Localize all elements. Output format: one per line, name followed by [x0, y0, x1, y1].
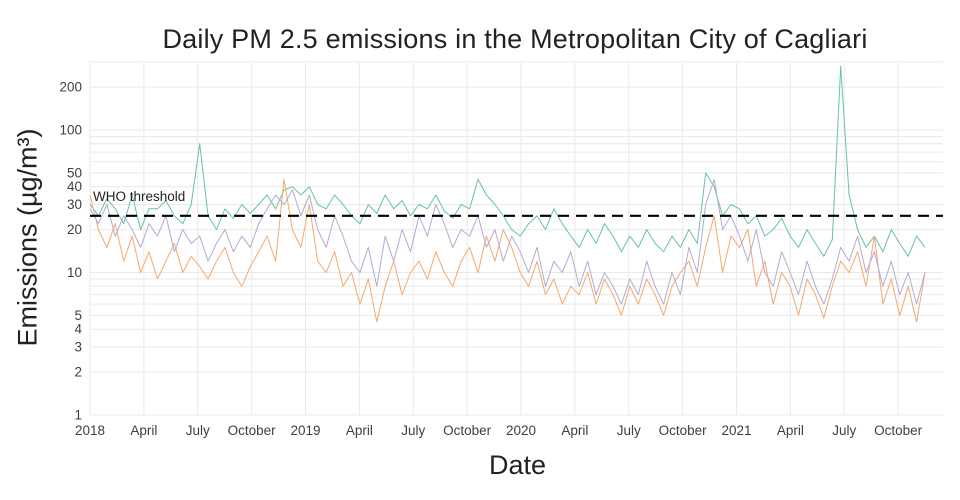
series-line-2	[89, 178, 926, 323]
x-tick-label: 2019	[290, 423, 320, 438]
x-tick-label: July	[832, 423, 856, 438]
y-tick-label: 4	[74, 322, 82, 337]
x-tick-label: April	[130, 423, 157, 438]
x-tick-label: October	[659, 423, 708, 438]
x-tick-label: July	[186, 423, 210, 438]
y-tick-label: 3	[74, 340, 82, 355]
x-tick-label: 2018	[75, 423, 105, 438]
x-axis-title: Date	[488, 450, 547, 480]
y-tick-label: 5	[74, 308, 82, 323]
y-tick-label: 1	[74, 408, 82, 423]
x-tick-label: October	[443, 423, 492, 438]
y-tick-label: 200	[59, 80, 82, 95]
x-tick-label: April	[346, 423, 373, 438]
y-tick-label: 40	[67, 179, 82, 194]
y-tick-label: 10	[67, 265, 82, 280]
x-tick-label: April	[777, 423, 804, 438]
series-line-3	[89, 178, 926, 305]
who-threshold-label: WHO threshold	[93, 189, 186, 204]
y-tick-label: 30	[67, 197, 82, 212]
y-tick-label: 2	[74, 365, 82, 380]
y-tick-label: 20	[67, 222, 82, 237]
x-tick-label: 2020	[506, 423, 536, 438]
x-tick-label: October	[228, 423, 277, 438]
series-line-1	[89, 65, 926, 257]
x-tick-label: October	[874, 423, 923, 438]
x-tick-label: 2021	[721, 423, 751, 438]
y-tick-label: 100	[59, 122, 82, 137]
x-tick-label: July	[401, 423, 425, 438]
y-axis-title: Emissions (µg/m³)	[12, 128, 43, 347]
x-tick-label: July	[617, 423, 641, 438]
chart-title: Daily PM 2.5 emissions in the Metropolit…	[162, 24, 868, 54]
y-tick-label: 50	[67, 165, 82, 180]
x-tick-label: April	[561, 423, 588, 438]
